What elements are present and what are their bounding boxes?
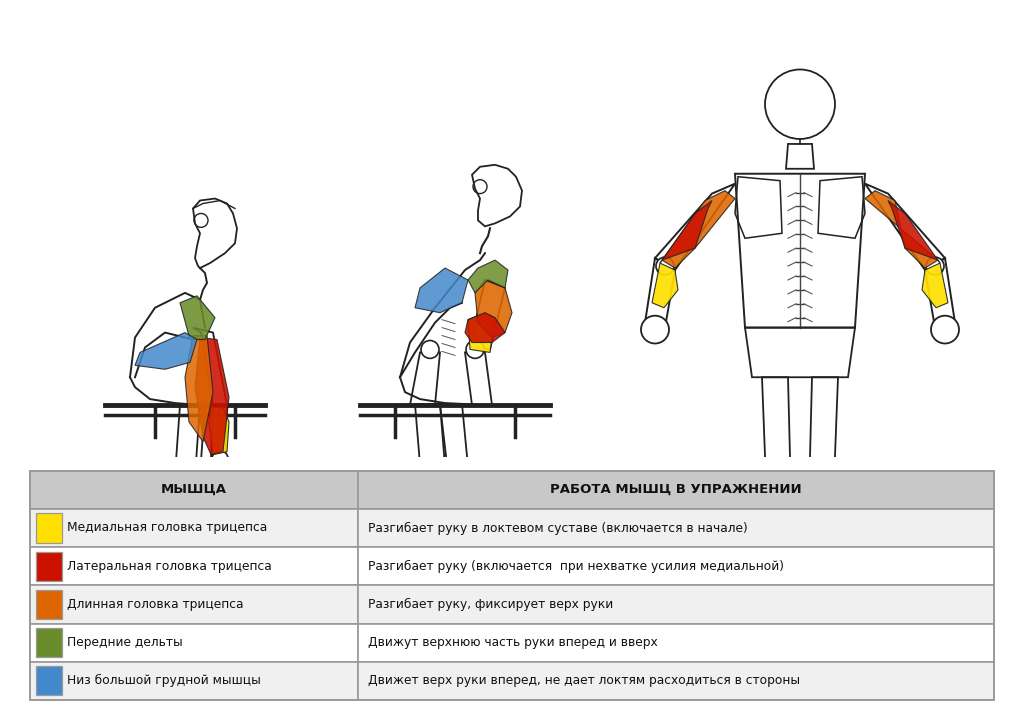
Text: Передние дельты: Передние дельты: [67, 636, 182, 649]
Polygon shape: [465, 313, 505, 343]
Circle shape: [421, 341, 439, 358]
Text: Медиальная головка трицепса: Медиальная головка трицепса: [67, 522, 267, 535]
Polygon shape: [468, 260, 508, 293]
Text: Латеральная головка трицепса: Латеральная головка трицепса: [67, 560, 271, 573]
Bar: [36, 628, 62, 657]
Circle shape: [931, 316, 959, 343]
Circle shape: [765, 69, 835, 139]
Bar: [36, 666, 62, 695]
Bar: [36, 552, 62, 581]
Polygon shape: [468, 313, 495, 353]
Text: РАБОТА МЫШЦ В УПРАЖНЕНИИ: РАБОТА МЫШЦ В УПРАЖНЕНИИ: [550, 484, 802, 496]
Polygon shape: [180, 296, 215, 340]
Polygon shape: [185, 336, 213, 442]
Polygon shape: [660, 200, 712, 263]
Circle shape: [641, 316, 669, 343]
Bar: [30, 624, 357, 662]
Bar: [357, 624, 994, 662]
Polygon shape: [195, 338, 229, 455]
Polygon shape: [135, 333, 197, 370]
Text: Длинная головка трицепса: Длинная головка трицепса: [67, 598, 244, 611]
Bar: [30, 471, 357, 509]
Text: МЫШЦА: МЫШЦА: [161, 484, 227, 496]
Text: Движет верх руки вперед, не дает локтям расходиться в стороны: Движет верх руки вперед, не дает локтям …: [368, 675, 800, 687]
Bar: [357, 547, 994, 586]
Bar: [30, 547, 357, 586]
Text: Низ большой грудной мышцы: Низ большой грудной мышцы: [67, 674, 261, 687]
Polygon shape: [865, 190, 938, 268]
Bar: [30, 509, 357, 547]
Circle shape: [466, 341, 484, 358]
Polygon shape: [415, 268, 468, 313]
Bar: [30, 586, 357, 624]
Bar: [36, 590, 62, 619]
Bar: [357, 662, 994, 700]
Circle shape: [926, 257, 944, 275]
Bar: [357, 586, 994, 624]
Bar: [36, 513, 62, 542]
Polygon shape: [662, 190, 735, 268]
Text: Разгибает руку (включается  при нехватке усилия медиальной): Разгибает руку (включается при нехватке …: [368, 559, 783, 573]
Bar: [30, 662, 357, 700]
Text: Движут верхнюю часть руки вперед и вверх: Движут верхнюю часть руки вперед и вверх: [368, 636, 657, 649]
Text: Разгибает руку, фиксирует верх руки: Разгибает руку, фиксирует верх руки: [368, 598, 613, 611]
Circle shape: [656, 257, 674, 275]
Polygon shape: [652, 263, 678, 308]
Polygon shape: [475, 280, 512, 338]
Bar: [357, 509, 994, 547]
Polygon shape: [209, 407, 229, 455]
Bar: [357, 471, 994, 509]
Text: Разгибает руку в локтевом суставе (включается в начале): Разгибает руку в локтевом суставе (включ…: [368, 521, 748, 535]
Circle shape: [212, 451, 228, 467]
Polygon shape: [922, 263, 948, 308]
Polygon shape: [888, 200, 940, 263]
